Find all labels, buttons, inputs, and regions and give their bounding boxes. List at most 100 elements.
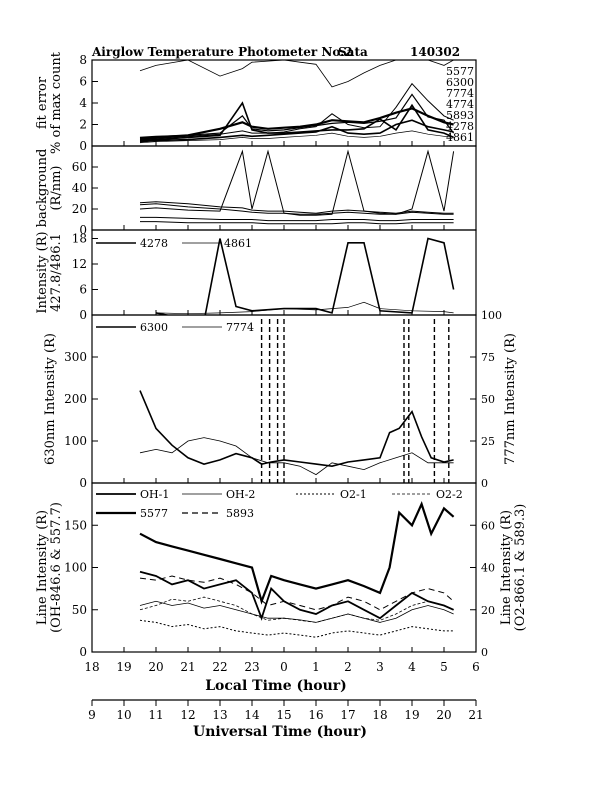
series-group xyxy=(139,501,455,638)
y-tick-label: 2 xyxy=(79,118,87,132)
series-group xyxy=(139,149,455,225)
y-axis-label: (R/nm) xyxy=(49,165,64,210)
series-line-5577 xyxy=(139,501,455,605)
universal-time-tick-label: 18 xyxy=(372,708,387,722)
local-time-tick-label: 5 xyxy=(440,660,448,674)
y-tick-label: 300 xyxy=(64,350,87,364)
local-time-tick-label: 6 xyxy=(472,660,480,674)
legend-label: 4774 xyxy=(446,98,474,111)
series-line-4861 xyxy=(155,301,454,315)
y-right-tick-label: 50 xyxy=(481,393,495,406)
local-time-tick-label: 21 xyxy=(180,660,195,674)
legend-label-o2-1: O2-1 xyxy=(340,488,367,501)
y-axis-label: fit error xyxy=(35,76,50,129)
local-time-tick-label: 4 xyxy=(408,660,416,674)
y-tick-label: 0 xyxy=(79,223,87,237)
y-tick-label: 150 xyxy=(64,518,87,532)
legend-label: 5577 xyxy=(446,65,474,78)
universal-time-tick-label: 17 xyxy=(340,708,355,722)
legend-label-7774: 7774 xyxy=(226,321,254,334)
legend-label-6300: 6300 xyxy=(140,321,168,334)
universal-time-tick-label: 15 xyxy=(276,708,291,722)
y-right-tick-label: 60 xyxy=(481,519,495,532)
legend-label: 4861 xyxy=(446,131,474,144)
local-time-tick-label: 22 xyxy=(212,660,227,674)
y-tick-label: 18 xyxy=(72,232,87,246)
series-line-4278 xyxy=(155,237,455,315)
y-right-tick-label: 100 xyxy=(481,309,502,322)
universal-time-tick-label: 21 xyxy=(468,708,483,722)
y-axis-label: 630nm Intensity (R) xyxy=(43,333,58,465)
y-tick-label: 0 xyxy=(79,139,87,153)
y-tick-label: 100 xyxy=(64,561,87,575)
legend-label: 7774 xyxy=(446,87,474,100)
series-line-7774 xyxy=(139,437,454,476)
y-axis-label: % of max count xyxy=(49,51,64,154)
series-group xyxy=(139,319,454,483)
panel-fit-error: 0 2 4 6 8 fit error% of max count 557763007774… xyxy=(35,51,477,154)
series-line-6300 xyxy=(139,101,454,142)
y-right-tick-label: 0 xyxy=(481,646,488,659)
series-line-5893 xyxy=(139,82,454,141)
y-axis-label: (OH-846.6 & 557.7) xyxy=(49,502,64,633)
series-line-4278 xyxy=(139,119,454,143)
universal-time-tick-label: 9 xyxy=(88,708,96,722)
series-group xyxy=(155,237,455,315)
y-right-tick-label: 20 xyxy=(481,604,495,617)
series-line-oh-2 xyxy=(139,600,454,623)
y-axis-right-label: Line Intensity (R) xyxy=(499,510,514,625)
y-right-tick-label: 40 xyxy=(481,562,495,575)
series-line-bg-3 xyxy=(140,216,454,222)
date-code-text: 140302 xyxy=(410,45,460,59)
y-tick-label: 50 xyxy=(72,603,87,617)
legend-label-oh-2: OH-2 xyxy=(226,488,255,501)
local-time-tick-label: 2 xyxy=(344,660,352,674)
legend-label: 4278 xyxy=(446,120,474,133)
panel-blue-intensity: 0 6 12 18 Intensity (R) 427.8/486.1 4278 4861 xyxy=(35,229,477,322)
y-tick-label: 8 xyxy=(79,53,87,67)
series-line-oh-1 xyxy=(139,570,454,621)
series-line-bg-2 xyxy=(139,149,455,216)
legend-label-o2-2: O2-2 xyxy=(436,488,463,501)
legend-label-4278: 4278 xyxy=(140,237,168,250)
y-axis-right-label: 777nm Intensity (R) xyxy=(503,333,518,465)
legend-label-oh-1: OH-1 xyxy=(140,488,169,501)
universal-time-tick-label: 10 xyxy=(116,708,131,722)
universal-time-tick-label: 11 xyxy=(148,708,163,722)
series-line-5577 xyxy=(139,107,454,140)
local-time-tick-label: 20 xyxy=(148,660,163,674)
y-tick-label: 0 xyxy=(79,308,87,322)
universal-time-axis-label: Universal Time (hour) xyxy=(193,724,367,740)
legend-label: 6300 xyxy=(446,76,474,89)
y-tick-label: 4 xyxy=(79,96,87,110)
universal-time-tick-label: 14 xyxy=(244,708,260,722)
legend-label-4861: 4861 xyxy=(224,237,252,250)
y-tick-label: 12 xyxy=(72,257,87,271)
y-right-tick-label: 0 xyxy=(481,477,488,490)
y-tick-label: 6 xyxy=(79,75,87,89)
legend-label-5577: 5577 xyxy=(140,507,168,520)
universal-time-tick-label: 20 xyxy=(436,708,451,722)
y-tick-label: 40 xyxy=(72,181,87,195)
universal-time-tick-label: 16 xyxy=(308,708,323,722)
y-axis-label: Line Intensity (R) xyxy=(35,510,50,625)
series-line-bg-1 xyxy=(139,203,454,215)
local-time-tick-label: 0 xyxy=(280,660,288,674)
y-tick-label: 60 xyxy=(72,160,87,174)
y-tick-label: 0 xyxy=(79,645,87,659)
series-line-4861 xyxy=(139,130,454,144)
local-time-tick-label: 19 xyxy=(116,660,131,674)
legend-label-5893: 5893 xyxy=(226,507,254,520)
panel-630nm-777nm: 0 100 200 300 0 25 50 75 100 630nm Intensity (R) 7… xyxy=(43,309,518,490)
series-line-bg-0 xyxy=(139,201,454,214)
local-time-tick-label: 3 xyxy=(376,660,384,674)
y-tick-label: 200 xyxy=(64,392,87,406)
series-group xyxy=(139,60,455,144)
panel-background: 0 20 40 60 background (R/nm) xyxy=(35,145,477,237)
series-line-7774 xyxy=(139,60,454,88)
series-line-o2-2 xyxy=(139,596,454,623)
